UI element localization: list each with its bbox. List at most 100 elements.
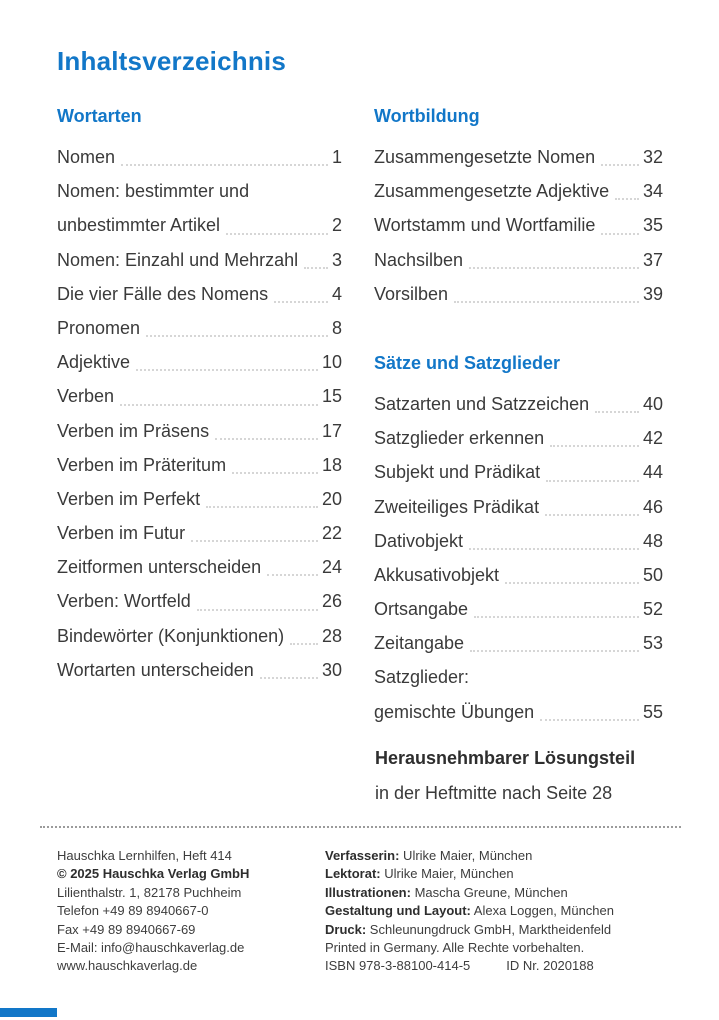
imprint-publisher-block: Hauschka Lernhilfen, Heft 414 © 2025 Haus… — [57, 847, 312, 976]
toc-entry-line: Wortarten unterscheiden 30 — [57, 653, 342, 687]
toc-entry-label: Zeitangabe — [374, 633, 465, 654]
toc-entry-line: Bindewörter (Konjunktionen) 28 — [57, 619, 342, 653]
toc-entry-line: Verben 15 — [57, 379, 342, 413]
dotted-leader — [232, 471, 318, 474]
dotted-leader — [136, 369, 318, 372]
toc-page-number: 35 — [642, 215, 663, 236]
toc-entry-line: Nomen: bestimmter und — [57, 174, 342, 208]
toc-section-heading: Wortarten — [57, 106, 142, 126]
toc-entry-label: Nomen: Einzahl und Mehrzahl — [57, 249, 299, 270]
imprint-line: Lilienthalstr. 1, 82178 Puchheim — [57, 884, 312, 902]
imprint-text: Ulrike Maier, München — [380, 866, 514, 882]
toc-entry: Wortstamm und Wortfamilie 35 — [374, 208, 663, 242]
dotted-leader — [454, 300, 639, 303]
toc-entry-label: Akkusativobjekt — [374, 564, 500, 585]
toc-entry-line: Subjekt und Prädikat 44 — [374, 455, 663, 489]
toc-entry: Zeitformen unterscheiden 24 — [57, 550, 342, 584]
toc-section: Wortbildung Zusammengesetzte Nomen 32 Zusam… — [374, 104, 663, 311]
imprint-line: Fax +49 89 8940667-69 — [57, 921, 312, 939]
toc-entry-line: Verben im Präsens 17 — [57, 414, 342, 448]
toc-page-number: 18 — [321, 454, 342, 475]
dotted-leader — [545, 513, 639, 516]
imprint-line: Verfasserin: Ulrike Maier, München — [325, 847, 695, 865]
toc-entry: Dativobjekt 48 — [374, 524, 663, 558]
toc-entry-line: Dativobjekt 48 — [374, 524, 663, 558]
dotted-leader — [469, 547, 639, 550]
toc-entry: Akkusativobjekt 50 — [374, 558, 663, 592]
toc-page-number: 30 — [321, 659, 342, 680]
toc-entry-label: Satzglieder: — [374, 667, 470, 688]
toc-entry-line: Satzarten und Satzzeichen 40 — [374, 387, 663, 421]
dotted-leader — [601, 232, 639, 235]
toc-page-number: 40 — [642, 393, 663, 414]
dotted-divider — [40, 826, 681, 828]
toc-entry-label: Verben im Futur — [57, 523, 186, 544]
imprint-text: Telefon +49 89 8940667-0 — [57, 903, 209, 919]
toc-entry-label: Zusammengesetzte Adjektive — [374, 181, 610, 202]
toc-page-number: 32 — [642, 147, 663, 167]
toc-entry-line: Zweiteiliges Prädikat 46 — [374, 490, 663, 524]
toc-entry-line: Die vier Fälle des Nomens 4 — [57, 277, 342, 311]
toc-entry: Zusammengesetzte Nomen 32 — [374, 140, 663, 174]
imprint-label: Illustrationen: — [325, 884, 411, 900]
toc-page-number: 20 — [321, 488, 342, 509]
toc-entry-label: unbestimmter Artikel — [57, 215, 221, 236]
toc-entry-label: Zusammengesetzte Nomen — [374, 147, 596, 167]
imprint-line: Druck: Schleunungdruck GmbH, Marktheiden… — [325, 921, 695, 939]
toc-entry-line: Satzglieder: — [374, 660, 663, 694]
toc-entry-label: Zeitformen unterscheiden — [57, 557, 262, 578]
toc-entry: Verben im Futur 22 — [57, 516, 342, 550]
toc-page-number: 15 — [321, 386, 342, 407]
toc-entry-label: Subjekt und Prädikat — [374, 462, 541, 483]
toc-entry-line: Nachsilben 37 — [374, 243, 663, 277]
imprint-label: Gestaltung und Layout: — [325, 903, 471, 919]
toc-entry-label: Nomen — [57, 147, 116, 167]
imprint-text: Hauschka Lernhilfen, Heft 414 — [57, 848, 232, 863]
toc-entry: Nomen: Einzahl und Mehrzahl 3 — [57, 243, 342, 277]
imprint-line: Telefon +49 89 8940667-0 — [57, 902, 312, 920]
imprint-credits-block: Verfasserin: Ulrike Maier, München Lektor… — [325, 847, 695, 976]
toc-entry: Verben 15 — [57, 379, 342, 413]
toc-entry-label: gemischte Übungen — [374, 701, 535, 722]
imprint-line: Illustrationen: Mascha Greune, München — [325, 884, 695, 902]
imprint-text: © 2025 Hauschka Verlag GmbH — [57, 866, 250, 882]
dotted-leader — [259, 677, 318, 679]
toc-entry: Nomen: bestimmter und unbestimmter Artike… — [57, 174, 342, 242]
solutions-note-title: Herausnehmbarer Lösungsteil — [375, 748, 636, 768]
imprint-line: ISBN 978-3-88100-414-5 ID Nr. 2020188 — [325, 957, 695, 975]
dotted-leader — [146, 335, 328, 338]
dotted-leader — [191, 540, 318, 543]
toc-page-number: 44 — [642, 462, 663, 483]
toc-page-number: 4 — [331, 283, 342, 304]
toc-entry-line: Zusammengesetzte Nomen 32 — [374, 140, 663, 174]
toc-entry: Satzglieder erkennen 42 — [374, 421, 663, 455]
toc-entry-line: Verben im Perfekt 20 — [57, 482, 342, 516]
toc-columns: Wortarten Nomen 1 Nomen: bestimmter und unbe… — [57, 104, 663, 729]
toc-entry-line: Satzglieder erkennen 42 — [374, 421, 663, 455]
dotted-leader — [505, 582, 639, 585]
toc-section-heading: Sätze und Satzglieder — [374, 352, 561, 373]
dotted-leader — [550, 445, 639, 448]
imprint-line: www.hauschkaverlag.de — [57, 957, 312, 975]
imprint-line: Lektorat: Ulrike Maier, München — [325, 865, 695, 883]
toc-entry-label: Dativobjekt — [374, 530, 464, 551]
toc-entry: Verben im Präteritum 18 — [57, 448, 342, 482]
toc-entry: Zusammengesetzte Adjektive 34 — [374, 174, 663, 208]
dotted-leader — [595, 411, 639, 414]
toc-entry-label: Nomen: bestimmter und — [57, 181, 250, 202]
imprint-line: © 2025 Hauschka Verlag GmbH — [57, 865, 312, 883]
toc-page-number: 37 — [642, 249, 663, 270]
toc-entry-label: Verben im Perfekt — [57, 488, 201, 509]
imprint-text: Lilienthalstr. 1, 82178 Puchheim — [57, 884, 242, 900]
dotted-leader — [546, 479, 639, 482]
toc-page-number: 48 — [642, 530, 663, 551]
toc-entry-line: Zusammengesetzte Adjektive 34 — [374, 174, 663, 208]
imprint-text: ISBN 978-3-88100-414-5 — [325, 958, 471, 974]
toc-page-number: 26 — [321, 591, 342, 612]
imprint-label: Verfasserin: — [325, 848, 400, 863]
toc-entry-label: Nachsilben — [374, 249, 464, 270]
imprint-text: E-Mail: info@hauschkaverlag.de — [57, 940, 245, 956]
toc-entry-line: Verben im Präteritum 18 — [57, 448, 342, 482]
toc-entry-line: Verben: Wortfeld 26 — [57, 584, 342, 618]
dotted-leader — [304, 266, 328, 269]
